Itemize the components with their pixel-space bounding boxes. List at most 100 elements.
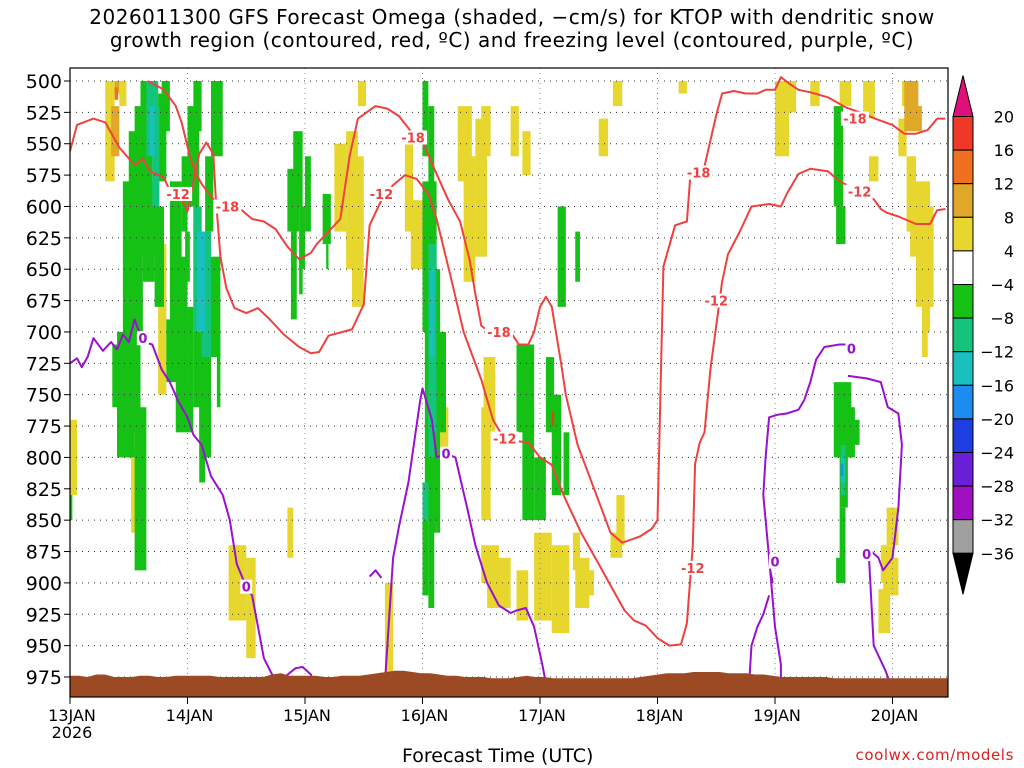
dendritic-contour-label: -12 xyxy=(493,433,517,448)
dendritic-contour-label-bg xyxy=(399,130,428,145)
omega-shade-cell xyxy=(551,545,570,634)
y-tick-label: 750 xyxy=(26,385,62,407)
omega-shade-cell xyxy=(246,557,256,659)
dendritic-contour-label: -12 xyxy=(166,188,190,203)
dendritic-contour-label-bg xyxy=(702,293,731,308)
omega-shade-cell xyxy=(886,507,899,546)
omega-shade-cell xyxy=(910,106,922,132)
colorbar-bin xyxy=(952,418,974,453)
omega-shade-cell xyxy=(475,118,488,257)
dendritic-contour-label-bg xyxy=(684,165,713,180)
y-tick-label: 525 xyxy=(26,102,62,124)
omega-shade-cell xyxy=(193,81,202,132)
omega-shade-cell xyxy=(428,520,435,608)
omega-shade-cell xyxy=(422,520,429,596)
omega-shade-cell xyxy=(158,93,167,182)
omega-shade-cell xyxy=(921,331,928,358)
omega-shade-cell xyxy=(483,357,496,433)
omega-shade-cell xyxy=(211,81,223,157)
contour-lines xyxy=(69,76,946,684)
y-axis: 500 525 550 575 600 625 650 675 700 725 750 775 800 8… xyxy=(26,71,70,689)
omega-shade-cell xyxy=(612,81,623,107)
omega-shade-cell xyxy=(199,281,211,458)
omega-shade-cell xyxy=(840,463,844,477)
site-credit: coolwx.com/models xyxy=(855,746,1014,764)
colorbar-bin xyxy=(952,485,974,521)
omega-shade-cell xyxy=(119,81,127,107)
omega-shade-cell xyxy=(678,81,687,94)
freezing-contour-label-bg xyxy=(240,579,253,594)
y-tick-label: 900 xyxy=(26,573,62,595)
colorbar-bin xyxy=(952,250,974,285)
omega-shade-cell xyxy=(152,106,160,207)
omega-shade-cell xyxy=(557,206,566,307)
x-tick-label: 19JAN xyxy=(753,706,801,725)
dendritic-contour-label-bg xyxy=(490,431,519,446)
omega-shade-cell xyxy=(584,570,595,596)
omega-shade-cell xyxy=(322,193,331,245)
omega-shade-cell xyxy=(429,269,435,358)
freezing-contour-label: 0 xyxy=(441,448,450,463)
omega-shade-cell xyxy=(178,256,188,358)
ground-terrain xyxy=(70,670,948,697)
omega-shade-cell xyxy=(463,156,476,282)
ground-fill xyxy=(70,670,948,697)
omega-shade-cell xyxy=(185,231,190,282)
omega-shade-cell xyxy=(111,106,120,157)
y-tick-label: 550 xyxy=(26,134,62,156)
freezing-contour-label: 0 xyxy=(770,556,779,571)
colorbar-label: −8 xyxy=(990,309,1014,328)
y-tick-label: 850 xyxy=(26,510,62,532)
colorbar-label: −12 xyxy=(980,343,1014,362)
colorbar-label: −4 xyxy=(990,276,1014,295)
colorbar-label: −32 xyxy=(980,511,1014,530)
omega-shade-cell xyxy=(840,457,846,483)
omega-shade-cell xyxy=(545,357,555,433)
dendritic-contour-label: -12 xyxy=(848,185,872,200)
omega-shade-cell xyxy=(211,256,221,358)
dendritic-contour-label: -18 xyxy=(401,131,425,146)
colorbar-bin xyxy=(952,284,974,319)
y-tick-label: 775 xyxy=(26,416,62,438)
omega-shade-cell xyxy=(534,532,552,621)
x-tick-label: 17JAN xyxy=(518,706,566,725)
omega-shade-cell xyxy=(326,244,329,270)
colorbar-bin xyxy=(952,351,974,386)
x-tick-label: 16JAN xyxy=(401,706,449,725)
omega-shade-cell xyxy=(216,331,221,408)
omega-shade-cell xyxy=(290,231,297,320)
freezing-contour-label: 0 xyxy=(138,332,147,347)
omega-shade-cell xyxy=(428,106,435,257)
dendritic-contour-label: -18 xyxy=(843,113,867,128)
colorbar-bin xyxy=(952,452,974,487)
x-tick-label: 14JAN xyxy=(166,706,214,725)
omega-shade-cell xyxy=(404,131,414,232)
colorbar-bin xyxy=(952,519,974,554)
colorbar-label: −28 xyxy=(980,477,1014,496)
dendritic-contour-label-bg xyxy=(484,324,513,339)
omega-shade-cell xyxy=(352,156,364,307)
omega-shade-cell xyxy=(293,131,303,207)
contour-freezing_0 xyxy=(847,374,903,684)
dendritic-contour-label: -18 xyxy=(687,167,711,182)
omega-shade-cell xyxy=(149,106,155,157)
dendritic-contour-label: -12 xyxy=(370,188,394,203)
contour-freezing_0 xyxy=(769,570,774,584)
y-tick-label: 625 xyxy=(26,228,62,250)
omega-shade-cell xyxy=(572,532,580,571)
omega-shade-cell xyxy=(422,482,429,521)
omega-shade-cell xyxy=(551,394,562,496)
omega-shade-cell xyxy=(70,495,73,521)
chart-title-line-2: growth region (contoured, red, ºC) and f… xyxy=(109,28,915,52)
contour-freezing_0 xyxy=(69,318,315,684)
y-tick-label: 675 xyxy=(26,291,62,313)
freezing-contour-label-bg xyxy=(860,547,873,562)
colorbar-top-arrow xyxy=(952,75,974,117)
omega-shade-cell xyxy=(128,331,141,433)
colorbar-label: 4 xyxy=(1004,242,1014,261)
omega-shade-cell xyxy=(878,589,891,634)
omega-shade-cell xyxy=(428,407,437,533)
dendritic-contour-label: -18 xyxy=(216,200,240,215)
contour-dendritic_-12 xyxy=(69,117,946,647)
omega-shade-cell xyxy=(70,419,78,496)
